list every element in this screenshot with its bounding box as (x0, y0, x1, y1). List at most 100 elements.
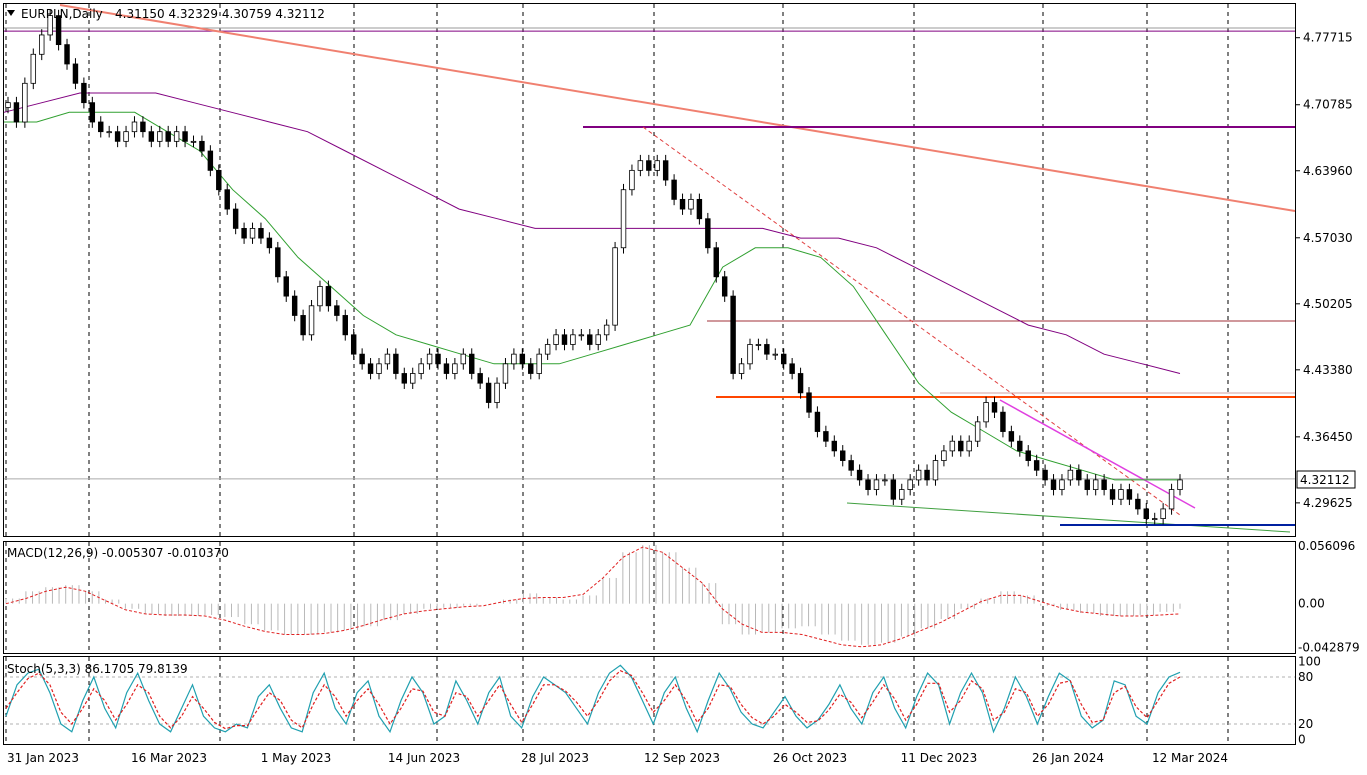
candle (806, 387, 812, 418)
candle-body (359, 353, 365, 365)
stoch-signal-line (5, 669, 1181, 730)
candle (941, 445, 947, 467)
price-tick-label: 4.70785 (1303, 98, 1353, 112)
candle (991, 396, 998, 418)
candle-body (157, 131, 163, 142)
candle-body (873, 479, 880, 490)
candle-body (612, 247, 618, 326)
candle (561, 329, 568, 351)
candle-body (98, 121, 104, 133)
ma-purple-line (3, 92, 1181, 374)
candle-body (603, 324, 610, 336)
candle (747, 338, 753, 370)
candle-body (384, 353, 391, 365)
candle (173, 125, 180, 148)
candle (536, 348, 542, 380)
candle (511, 348, 517, 370)
candle-body (511, 353, 517, 365)
candle (797, 367, 804, 399)
candle-body (780, 353, 787, 365)
collapse-arrow-icon[interactable] (7, 10, 15, 16)
candle-body (5, 102, 11, 108)
axes: 31 Jan 2023 16 Mar 2023 1 May 2023 14 Jun 2… (7, 31, 1360, 765)
candle (249, 222, 256, 244)
candle (1000, 406, 1006, 438)
candle (216, 164, 222, 196)
candle (831, 435, 838, 457)
candle (764, 338, 770, 360)
candle (983, 396, 989, 428)
macd-tick-label: 0.056096 (1298, 539, 1355, 553)
candle (165, 125, 171, 148)
candle-body (367, 363, 374, 374)
candle (114, 125, 121, 148)
stochastic-indicator (5, 664, 1181, 734)
candle (544, 338, 551, 360)
candle (418, 358, 424, 380)
candle-body (713, 247, 719, 278)
dashed-trend-line (642, 126, 1181, 516)
candle (646, 154, 652, 177)
candle (772, 348, 778, 360)
candle-body (291, 295, 298, 316)
channel-line (999, 399, 1196, 509)
candle (705, 212, 711, 254)
candle-body (1101, 479, 1107, 490)
candle-body (1092, 479, 1099, 490)
candle (780, 348, 787, 370)
symbol-header: EURPLN,Daily (21, 7, 103, 21)
candle (266, 232, 273, 254)
candle (5, 96, 11, 114)
candle (848, 454, 854, 477)
candle (856, 464, 863, 486)
candle (460, 348, 467, 370)
candle-body (30, 53, 37, 84)
candle (755, 338, 762, 351)
macd-header: MACD(12,26,9) -0.005307 -0.010370 (7, 546, 229, 560)
candle-body (528, 363, 534, 374)
candle-body (275, 247, 281, 278)
candle-body (325, 286, 332, 307)
candle (1126, 483, 1133, 506)
candle-body (376, 363, 382, 374)
candle (840, 445, 846, 467)
candle (899, 483, 905, 506)
price-tick-label: 4.57030 (1303, 231, 1353, 245)
date-tick-label: 26 Jan 2024 (1032, 751, 1104, 765)
candle-body (350, 334, 357, 355)
candle (1143, 503, 1149, 525)
candle (275, 241, 281, 283)
candle-body (856, 469, 863, 481)
current-price-label: 4.32112 (1300, 473, 1350, 487)
candle (696, 193, 703, 225)
stoch-tick-label: 80 (1298, 670, 1313, 684)
candle-body (806, 392, 812, 413)
candle-body (1143, 508, 1149, 519)
candle-body (1126, 489, 1133, 500)
candle-body (705, 218, 711, 249)
candle (721, 270, 728, 302)
candle-body (1160, 508, 1166, 519)
candle-body (646, 160, 652, 171)
candle (443, 358, 450, 380)
candle (283, 270, 289, 302)
candle (570, 329, 576, 351)
candle (713, 241, 719, 283)
candle-body (165, 131, 171, 142)
candle-body (173, 131, 180, 142)
candle (814, 406, 821, 438)
macd-indicator (5, 545, 1181, 648)
candle-body (308, 305, 315, 336)
candle (1076, 464, 1082, 486)
candle (1168, 483, 1175, 515)
candle (47, 9, 53, 41)
candle (1177, 474, 1183, 496)
candle (308, 299, 315, 341)
candle-body (882, 479, 888, 482)
candle (890, 474, 897, 506)
candle (1160, 503, 1166, 525)
candle-body (662, 160, 669, 181)
stoch-main-line (5, 664, 1181, 734)
candle (224, 183, 230, 215)
